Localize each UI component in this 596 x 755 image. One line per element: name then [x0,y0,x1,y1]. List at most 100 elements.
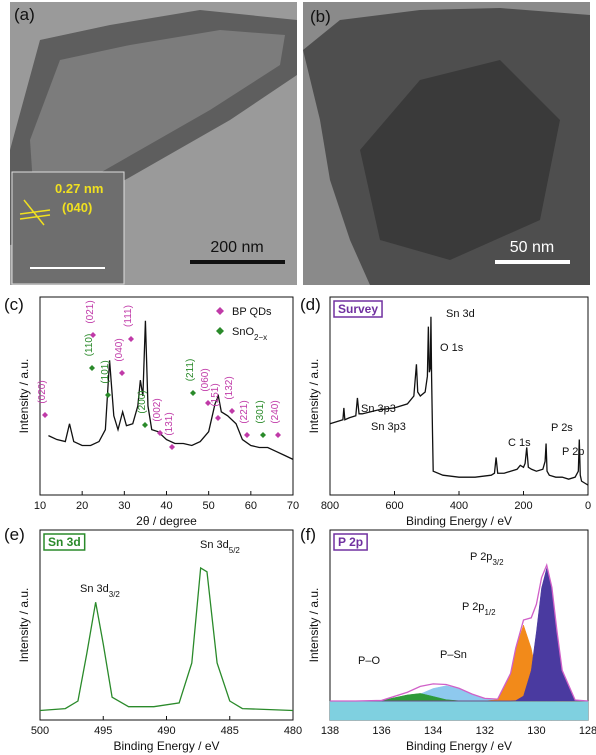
x-tick-label: 0 [585,500,591,512]
plot-frame [39,296,294,496]
fringe-line [19,214,51,220]
annotation-marker [42,412,48,418]
annotation: (101) [100,360,111,383]
x-tick-label: 136 [372,725,390,737]
x-tick-label: 485 [221,725,239,737]
annotation-marker [229,408,235,414]
annotation: Sn 3d5/2 [200,539,240,555]
annotation: (200) [137,390,148,413]
box-frame [333,300,383,318]
annotation-marker [119,370,125,376]
annotation-marker [244,432,250,438]
annotation: C 1s [508,437,531,449]
annotation: P 2s [551,422,573,434]
annotation: (060) [200,368,211,391]
annotation: (020) [37,380,48,403]
scale-bar [495,260,570,264]
x-tick-label: 400 [450,500,468,512]
annotation-sub: 3/2 [109,590,121,599]
box-frame [43,533,86,551]
annotation-marker [275,432,281,438]
annotation: (040) [114,338,125,361]
annotation: P–Sn [440,649,467,661]
x-tick-label: 10 [34,500,46,512]
annotation-marker [157,430,163,436]
annotation: (110) [84,334,95,357]
annotation-marker [169,444,175,450]
annotation: (211) [185,359,196,382]
x-tick-label: 490 [157,725,175,737]
annotation: O 1s [440,342,464,354]
y-axis-label: Intensity / a.u. [307,588,321,663]
legend-label-main: SnO [232,326,254,338]
panel-label: (e) [4,525,25,544]
legend-marker [216,307,224,315]
annotation: (111) [123,305,134,327]
annotation-main: Sn 3d [200,539,229,551]
legend-label: BP QDs [232,306,272,318]
x-tick-label: 50 [203,500,215,512]
scale-bar-label: 50 nm [510,239,554,256]
annotation-sub: 5/2 [229,546,241,555]
annotation: (151) [210,383,221,406]
x-axis-label: Binding Energy / eV [406,739,512,753]
particle-core [360,60,560,260]
legend-label: SnO2−x [232,326,267,342]
annotation: Sn 3p3 [371,421,406,433]
annotation: Sn 3d [446,308,475,320]
x-tick-label: 132 [476,725,494,737]
annotation-sub: 3/2 [492,558,504,567]
panel-label: (f) [300,525,316,544]
curve [39,566,294,712]
annotation: (131) [164,412,175,435]
annotation: P 2p1/2 [462,601,496,617]
annotation-main: P 2p [462,601,484,613]
fringe-line [19,209,51,215]
x-tick-label: 30 [118,500,130,512]
annotation-main: P 2p [470,551,492,563]
inset-text: (040) [62,200,92,215]
panel-label: (b) [310,7,331,26]
y-axis-label: Intensity / a.u. [307,359,321,434]
area [330,567,589,702]
annotation: (240) [270,400,281,423]
plot-frame [39,529,294,721]
inset [11,171,125,285]
x-tick-label: 800 [321,500,339,512]
box-title: P 2p [338,535,363,549]
annotation: P 2p3/2 [470,551,504,567]
panel-label: (d) [300,295,321,314]
inset-text: 0.27 nm [55,181,103,196]
x-tick-label: 480 [284,725,302,737]
x-tick-label: 495 [94,725,112,737]
x-tick-label: 60 [245,500,257,512]
x-tick-label: 130 [527,725,545,737]
annotation: (021) [85,300,96,323]
curve [329,316,589,486]
curve [48,320,294,460]
box-frame [333,533,368,551]
annotation: (301) [255,400,266,423]
annotation: (132) [224,376,235,399]
panel-a: 0.27 nm (040) 200 nm (a) [10,2,297,285]
plot-frame [329,296,589,496]
x-tick-label: 128 [579,725,596,737]
curve [330,563,589,702]
annotation: Sn 3p3 [361,403,396,415]
nanotube-core [30,30,285,215]
scale-bar [190,260,285,264]
x-tick-label: 138 [321,725,339,737]
x-tick-label: 20 [76,500,88,512]
annotation-marker [105,392,111,398]
annotation-marker [128,336,134,342]
annotation: (221) [239,400,250,423]
annotation-marker [89,365,95,371]
x-axis-label: 2θ / degree [136,514,197,528]
annotation: P 2p [562,446,584,458]
x-tick-label: 70 [287,500,299,512]
annotation-main: Sn 3d [80,583,109,595]
box-title: Sn 3d [48,535,81,549]
annotation: P–O [358,655,380,667]
annotation-sub: 1/2 [484,608,496,617]
